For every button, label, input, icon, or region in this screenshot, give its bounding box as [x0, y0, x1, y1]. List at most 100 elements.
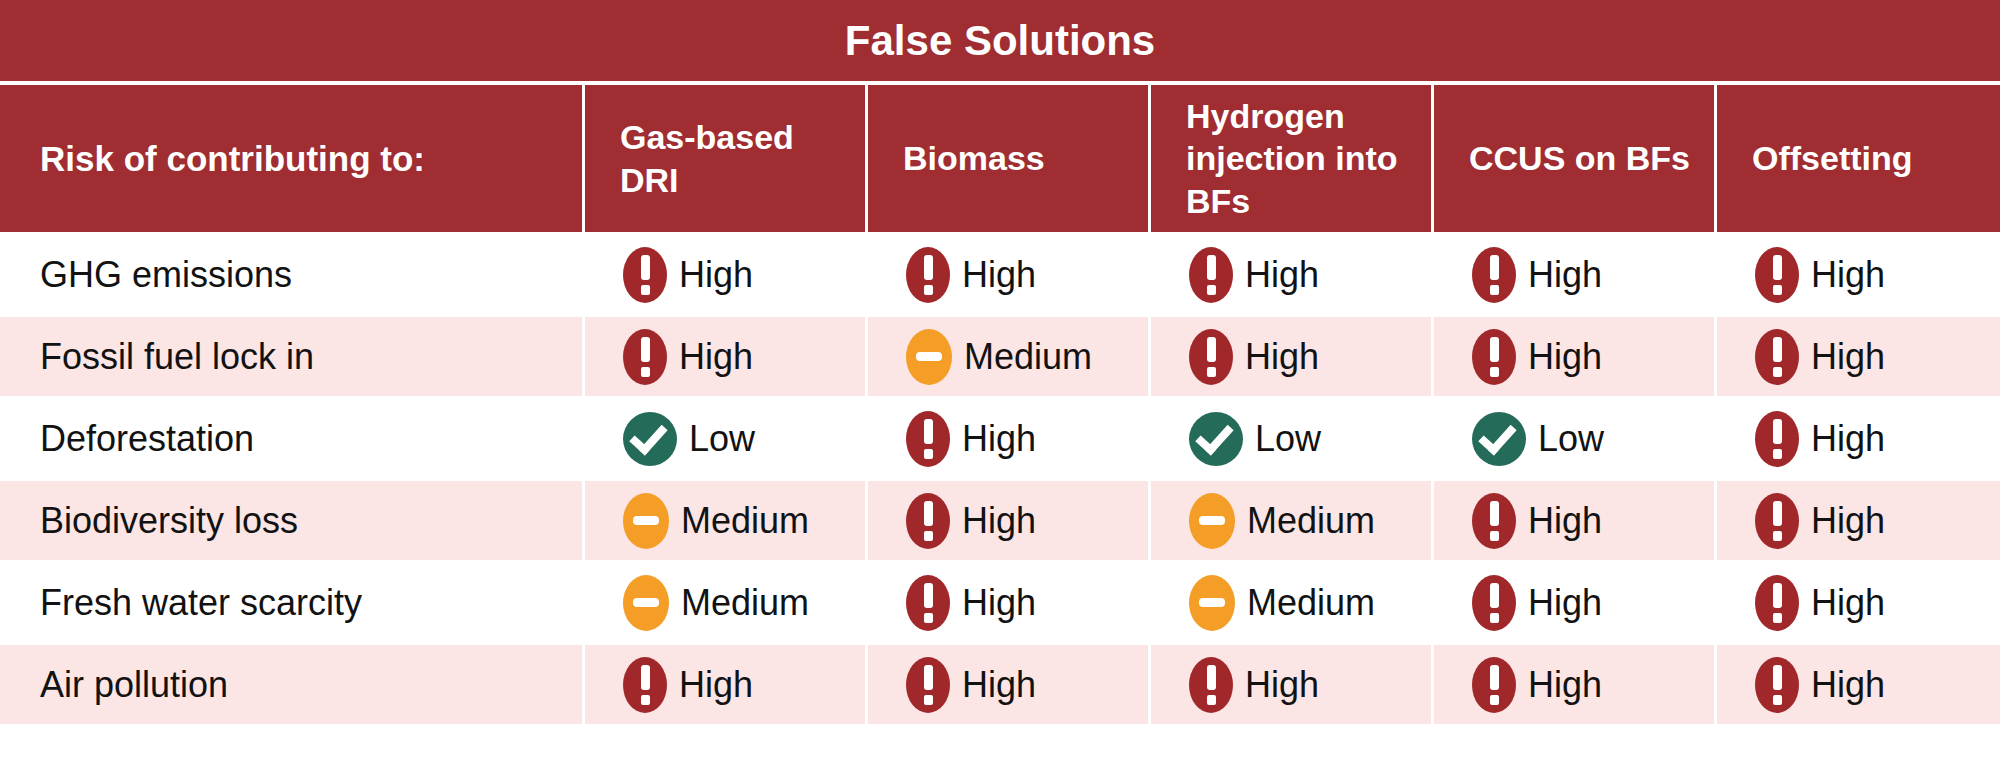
minus-icon	[906, 329, 952, 385]
risk-column-header: Risk of contributing to:	[0, 85, 585, 235]
risk-level-label: Medium	[681, 582, 809, 624]
risk-badge: High	[1189, 247, 1431, 303]
risk-cell: Low	[1151, 399, 1434, 481]
risk-badge: High	[1755, 411, 2000, 467]
column-header: Hydrogen injection into BFs	[1151, 85, 1434, 235]
row-label: Biodiversity loss	[0, 481, 585, 563]
risk-cell: High	[868, 481, 1151, 563]
risk-badge: High	[1189, 329, 1431, 385]
risk-level-label: High	[962, 254, 1036, 296]
risk-badge: High	[623, 329, 865, 385]
minus-icon	[623, 493, 669, 549]
table-row: Fresh water scarcity Medium High Medium High…	[0, 563, 2000, 645]
risk-cell: High	[585, 235, 868, 317]
risk-cell: High	[868, 235, 1151, 317]
risk-badge: High	[623, 657, 865, 713]
exclamation-icon	[1472, 657, 1516, 713]
risk-cell: Medium	[1151, 481, 1434, 563]
check-icon	[1189, 412, 1243, 466]
column-header: CCUS on BFs	[1434, 85, 1717, 235]
table-row: GHG emissionsHighHighHighHighHigh	[0, 235, 2000, 317]
risk-badge: High	[906, 575, 1148, 631]
minus-icon	[623, 575, 669, 631]
exclamation-icon	[906, 657, 950, 713]
row-label: Deforestation	[0, 399, 585, 481]
risk-level-label: High	[679, 336, 753, 378]
exclamation-icon	[1755, 329, 1799, 385]
risk-level-label: High	[1811, 500, 1885, 542]
row-label: Fossil fuel lock in	[0, 317, 585, 399]
risk-level-label: High	[1528, 254, 1602, 296]
risk-badge: High	[1189, 657, 1431, 713]
risk-level-label: High	[1528, 500, 1602, 542]
risk-cell: High	[1717, 235, 2000, 317]
risk-level-label: Medium	[1247, 582, 1375, 624]
row-label: Fresh water scarcity	[0, 563, 585, 645]
table-row: Air pollutionHighHighHighHighHigh	[0, 645, 2000, 727]
risk-badge: High	[1755, 657, 2000, 713]
risk-level-label: High	[1245, 336, 1319, 378]
risk-level-label: Medium	[964, 336, 1092, 378]
risk-badge: High	[906, 493, 1148, 549]
risk-badge: Low	[1189, 412, 1431, 466]
table-row: Biodiversity loss Medium High Medium High Hig…	[0, 481, 2000, 563]
check-icon	[1472, 412, 1526, 466]
risk-cell: High	[1434, 235, 1717, 317]
risk-cell: High	[1717, 563, 2000, 645]
risk-cell: Low	[585, 399, 868, 481]
exclamation-icon	[906, 411, 950, 467]
risk-level-label: High	[1245, 664, 1319, 706]
exclamation-icon	[1472, 493, 1516, 549]
check-icon	[623, 412, 677, 466]
risk-badge: Medium	[1189, 575, 1431, 631]
risk-cell: High	[1717, 399, 2000, 481]
risk-level-label: High	[962, 582, 1036, 624]
risk-level-label: High	[679, 254, 753, 296]
table-row: Fossil fuel lock in High Medium High High Hig…	[0, 317, 2000, 399]
risk-cell: High	[1434, 563, 1717, 645]
risk-cell: High	[1717, 481, 2000, 563]
title-row: False Solutions	[0, 0, 2000, 85]
exclamation-icon	[623, 329, 667, 385]
exclamation-icon	[1189, 329, 1233, 385]
risk-badge: High	[623, 247, 865, 303]
risk-badge: Medium	[906, 329, 1148, 385]
exclamation-icon	[906, 575, 950, 631]
risk-badge: High	[906, 247, 1148, 303]
risk-level-label: High	[1811, 336, 1885, 378]
exclamation-icon	[1755, 575, 1799, 631]
risk-level-label: High	[1811, 582, 1885, 624]
header-row: Risk of contributing to: Gas-based DRIBi…	[0, 85, 2000, 235]
risk-badge: High	[906, 657, 1148, 713]
risk-cell: High	[1151, 317, 1434, 399]
risk-level-label: Medium	[681, 500, 809, 542]
risk-cell: High	[1717, 317, 2000, 399]
risk-badge: High	[1472, 247, 1714, 303]
exclamation-icon	[1189, 657, 1233, 713]
risk-cell: High	[1434, 645, 1717, 727]
risk-level-label: High	[1811, 254, 1885, 296]
risk-level-label: High	[1245, 254, 1319, 296]
risk-level-label: High	[1811, 418, 1885, 460]
exclamation-icon	[1472, 247, 1516, 303]
risk-badge: High	[1472, 575, 1714, 631]
risk-level-label: High	[1811, 664, 1885, 706]
exclamation-icon	[906, 247, 950, 303]
column-header: Offsetting	[1717, 85, 2000, 235]
column-header: Gas-based DRI	[585, 85, 868, 235]
risk-badge: Medium	[1189, 493, 1431, 549]
risk-badge: High	[1472, 329, 1714, 385]
risk-cell: Medium	[868, 317, 1151, 399]
risk-level-label: Medium	[1247, 500, 1375, 542]
risk-level-label: High	[679, 664, 753, 706]
risk-badge: High	[1472, 493, 1714, 549]
risk-cell: High	[1717, 645, 2000, 727]
exclamation-icon	[906, 493, 950, 549]
table-title: False Solutions	[0, 0, 2000, 85]
risk-badge: High	[1755, 329, 2000, 385]
exclamation-icon	[623, 657, 667, 713]
risk-cell: High	[868, 563, 1151, 645]
risk-level-label: Low	[1255, 418, 1321, 460]
exclamation-icon	[1189, 247, 1233, 303]
risk-cell: High	[1151, 235, 1434, 317]
